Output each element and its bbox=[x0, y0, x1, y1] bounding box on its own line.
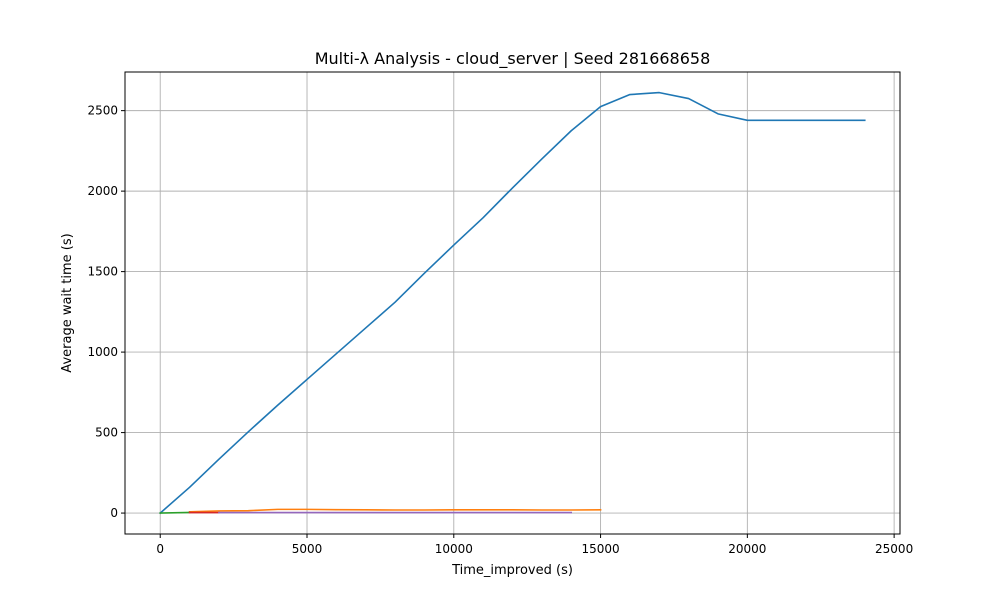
y-tick-label: 1000 bbox=[87, 345, 118, 359]
chart-title: Multi-λ Analysis - cloud_server | Seed 2… bbox=[315, 49, 711, 69]
x-tick-label: 0 bbox=[156, 542, 164, 556]
x-axis-label: Time_improved (s) bbox=[451, 563, 573, 578]
series-line-1 bbox=[159, 91, 866, 515]
x-tick-label: 25000 bbox=[875, 542, 913, 556]
y-tick-label: 0 bbox=[110, 506, 118, 520]
series-line-3 bbox=[159, 511, 191, 514]
y-tick-label: 500 bbox=[95, 426, 118, 440]
series-line-2 bbox=[188, 508, 602, 513]
y-axis: 0 500 1000 1500 2000 2500 bbox=[87, 104, 125, 520]
x-tick-label: 15000 bbox=[581, 542, 619, 556]
series-group bbox=[159, 91, 866, 515]
x-tick-label: 10000 bbox=[435, 542, 473, 556]
y-axis-label: Average wait time (s) bbox=[60, 233, 75, 372]
grid bbox=[125, 72, 900, 534]
y-tick-label: 2000 bbox=[87, 184, 118, 198]
x-axis: 0 5000 10000 15000 20000 25000 bbox=[156, 534, 913, 556]
y-tick-label: 1500 bbox=[87, 265, 118, 279]
y-tick-label: 2500 bbox=[87, 104, 118, 118]
x-tick-label: 20000 bbox=[728, 542, 766, 556]
plot-frame bbox=[124, 71, 901, 535]
x-tick-label: 5000 bbox=[292, 542, 323, 556]
